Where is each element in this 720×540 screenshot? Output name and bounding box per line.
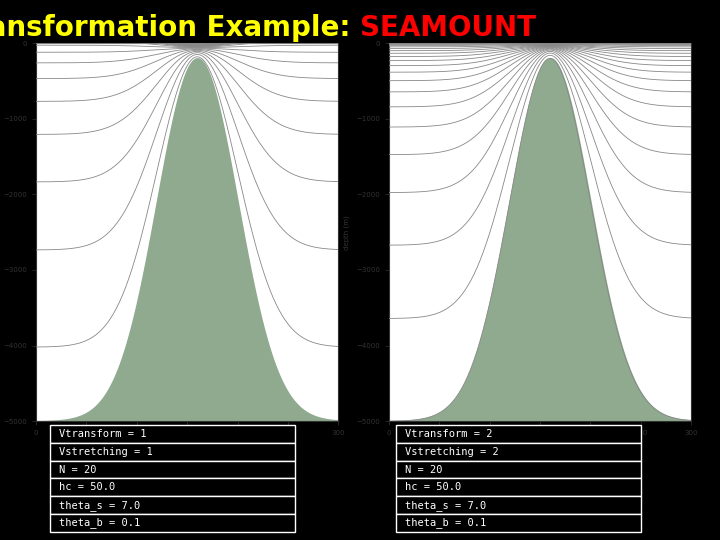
Text: hc = 50.0: hc = 50.0 <box>405 482 461 492</box>
Text: Vtransform = 1: Vtransform = 1 <box>59 429 147 439</box>
X-axis label: x-index: x-index <box>527 442 553 448</box>
Text: Vstretching = 1: Vstretching = 1 <box>59 447 153 457</box>
X-axis label: x-index: x-index <box>174 442 200 448</box>
Y-axis label: depth (m): depth (m) <box>344 215 351 249</box>
Text: Vstretching = 2: Vstretching = 2 <box>405 447 498 457</box>
Text: Vtransform = 2: Vtransform = 2 <box>405 429 492 439</box>
Text: N = 20: N = 20 <box>59 464 96 475</box>
Text: theta_b = 0.1: theta_b = 0.1 <box>59 517 140 529</box>
Text: theta_s = 7.0: theta_s = 7.0 <box>405 500 486 511</box>
Text: N = 20: N = 20 <box>405 464 442 475</box>
Text: SEAMOUNT: SEAMOUNT <box>360 14 536 42</box>
Text: hc = 50.0: hc = 50.0 <box>59 482 115 492</box>
Text: theta_b = 0.1: theta_b = 0.1 <box>405 517 486 529</box>
Text: Vertical Transformation Example:: Vertical Transformation Example: <box>0 14 360 42</box>
Text: theta_s = 7.0: theta_s = 7.0 <box>59 500 140 511</box>
